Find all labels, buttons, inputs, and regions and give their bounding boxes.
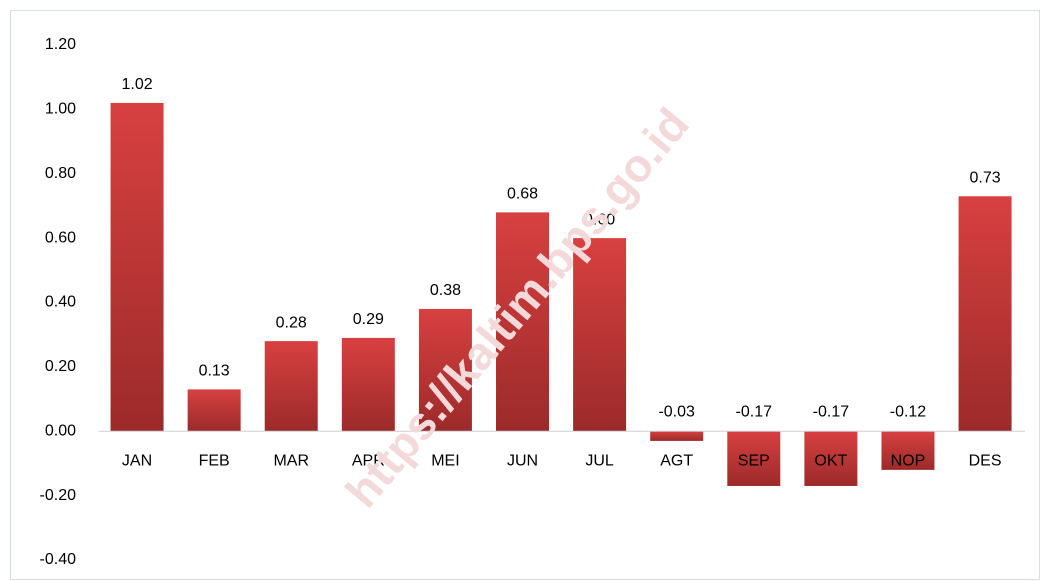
bar (264, 341, 318, 432)
bar (573, 238, 627, 432)
bar (418, 308, 472, 432)
data-label: -0.12 (890, 403, 927, 420)
y-tick-label: 0.00 (45, 422, 76, 439)
data-label: 0.68 (507, 186, 538, 203)
x-tick-label: FEB (199, 452, 230, 469)
x-tick-label: MEI (431, 452, 459, 469)
data-label: 0.28 (276, 314, 307, 331)
x-tick-label: JUN (507, 452, 538, 469)
data-label: -0.17 (813, 403, 850, 420)
x-tick-label: SEP (738, 452, 770, 469)
data-label: -0.03 (658, 403, 695, 420)
data-label: 0.38 (430, 282, 461, 299)
plot-area: -0.40 -0.20 0.00 0.20 0.40 0.60 0.80 1.00 1.20 1.… (40, 36, 1025, 568)
data-label: 0.73 (969, 170, 1000, 187)
x-tick-label: JAN (122, 452, 152, 469)
x-tick-label: NOP (891, 452, 926, 469)
data-label: 0.60 (584, 211, 615, 228)
y-tick-label: 0.20 (45, 358, 76, 375)
bar (727, 431, 781, 486)
x-tick-label: DES (969, 452, 1002, 469)
bar (496, 212, 550, 432)
bar (804, 431, 858, 486)
x-tick-label: JUL (585, 452, 614, 469)
y-tick-label: 0.60 (45, 229, 76, 246)
bar (650, 431, 704, 441)
y-tick-label: 1.20 (45, 36, 76, 53)
bar (187, 389, 241, 432)
bar (958, 196, 1012, 432)
y-tick-label: 0.80 (45, 165, 76, 182)
data-label: -0.17 (736, 403, 773, 420)
y-tick-label: 0.40 (45, 294, 76, 311)
x-tick-label: AGT (660, 452, 693, 469)
y-tick-label: -0.20 (40, 487, 77, 504)
bar (341, 337, 395, 432)
data-label: 1.02 (121, 76, 152, 93)
data-label: 0.29 (353, 311, 384, 328)
y-tick-label: 1.00 (45, 101, 76, 118)
y-tick-label: -0.40 (40, 551, 77, 568)
bar (881, 431, 935, 470)
bar (110, 102, 164, 432)
x-tick-label: APR (352, 452, 385, 469)
x-tick-label: MAR (273, 452, 309, 469)
x-tick-label: OKT (814, 452, 847, 469)
data-label: 0.13 (199, 363, 230, 380)
